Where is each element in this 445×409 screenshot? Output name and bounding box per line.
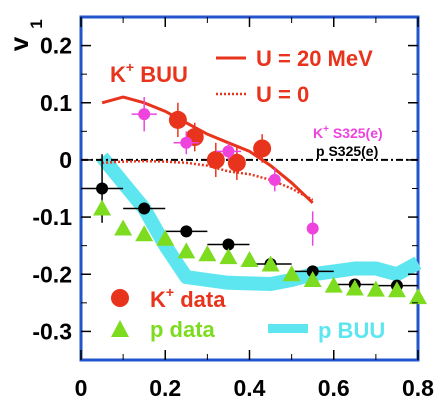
y-tick-label: -0.1 xyxy=(32,204,72,230)
y-tick-label: 0 xyxy=(59,147,72,173)
proton-s325-point xyxy=(138,202,151,215)
proton-data-point xyxy=(366,280,385,297)
x-tick-label: 0.2 xyxy=(149,375,181,401)
proton-data-point xyxy=(219,248,238,265)
legend-pbuu-swatch xyxy=(268,324,308,333)
tick-layer: 0 0.2 0.4 0.6 0.8 0.2 0.1 0 -0.1 -0.2 -0.3 xyxy=(32,17,434,401)
proton-data-point xyxy=(387,281,406,298)
x-tick-label: 0.4 xyxy=(234,375,266,401)
kaon-data-point xyxy=(253,139,272,158)
kaon-s325-point xyxy=(138,108,151,121)
kaon-s325-point xyxy=(268,173,281,186)
legend-kaon-marker xyxy=(111,289,129,307)
s325-proton-label: p S325(e) xyxy=(316,143,378,159)
legend-pbuu-label: p BUU xyxy=(318,318,385,343)
kaon-buu-line-layer xyxy=(101,95,314,204)
legend-u20-label: U = 20 MeV xyxy=(256,46,373,71)
p-buu-band-layer xyxy=(96,152,422,291)
model-label: K+ BUU xyxy=(110,59,188,87)
proton-data-point xyxy=(345,279,364,296)
x-tick-label: 0 xyxy=(75,375,88,401)
s325-kaon-label: K+ S325(e) xyxy=(313,124,383,141)
y-tick-label: -0.2 xyxy=(32,261,72,287)
proton-data-point xyxy=(156,229,175,246)
proton-data-point xyxy=(198,245,217,262)
kaon-buu-u20-line xyxy=(101,95,314,204)
proton-data-point xyxy=(409,288,427,305)
kaon-buu-u0-line xyxy=(102,159,314,201)
kaon-data-point xyxy=(206,150,225,169)
proton-data-point xyxy=(324,276,343,293)
y-tick-label: 0.2 xyxy=(40,33,72,59)
proton-s325-point xyxy=(222,238,235,251)
data-point-layer xyxy=(81,97,427,305)
y-axis-label: v 1 xyxy=(4,19,46,51)
legend-u0-label: U = 0 xyxy=(256,82,309,107)
y-axis-label-main: v xyxy=(4,36,34,51)
y-axis-label-sub: 1 xyxy=(27,19,46,28)
kaon-data-point xyxy=(227,153,246,172)
x-tick-label: 0.8 xyxy=(402,375,434,401)
legend-proton-marker xyxy=(111,320,129,337)
proton-data-point xyxy=(240,250,259,267)
kaon-data-point xyxy=(168,110,187,129)
proton-data-point xyxy=(282,265,301,282)
proton-data-point xyxy=(261,255,280,272)
legend-kaon-label: K+ data xyxy=(150,284,226,312)
p-buu-band xyxy=(96,152,422,291)
x-tick-label: 0.6 xyxy=(318,375,350,401)
kaon-s325-point xyxy=(306,222,319,235)
kaon-s325-point xyxy=(222,145,235,158)
proton-s325-point xyxy=(180,225,193,238)
kaon-s325-point xyxy=(180,136,193,149)
y-tick-label: 0.1 xyxy=(40,90,72,116)
proton-data-point xyxy=(93,199,112,216)
y-tick-label: -0.3 xyxy=(32,318,72,344)
legend-proton-label: p data xyxy=(150,317,216,342)
proton-data-point xyxy=(114,219,133,236)
proton-data-point xyxy=(303,270,322,287)
proton-s325-point xyxy=(96,182,109,195)
proton-data-point xyxy=(135,225,154,242)
proton-data-point xyxy=(177,242,196,259)
